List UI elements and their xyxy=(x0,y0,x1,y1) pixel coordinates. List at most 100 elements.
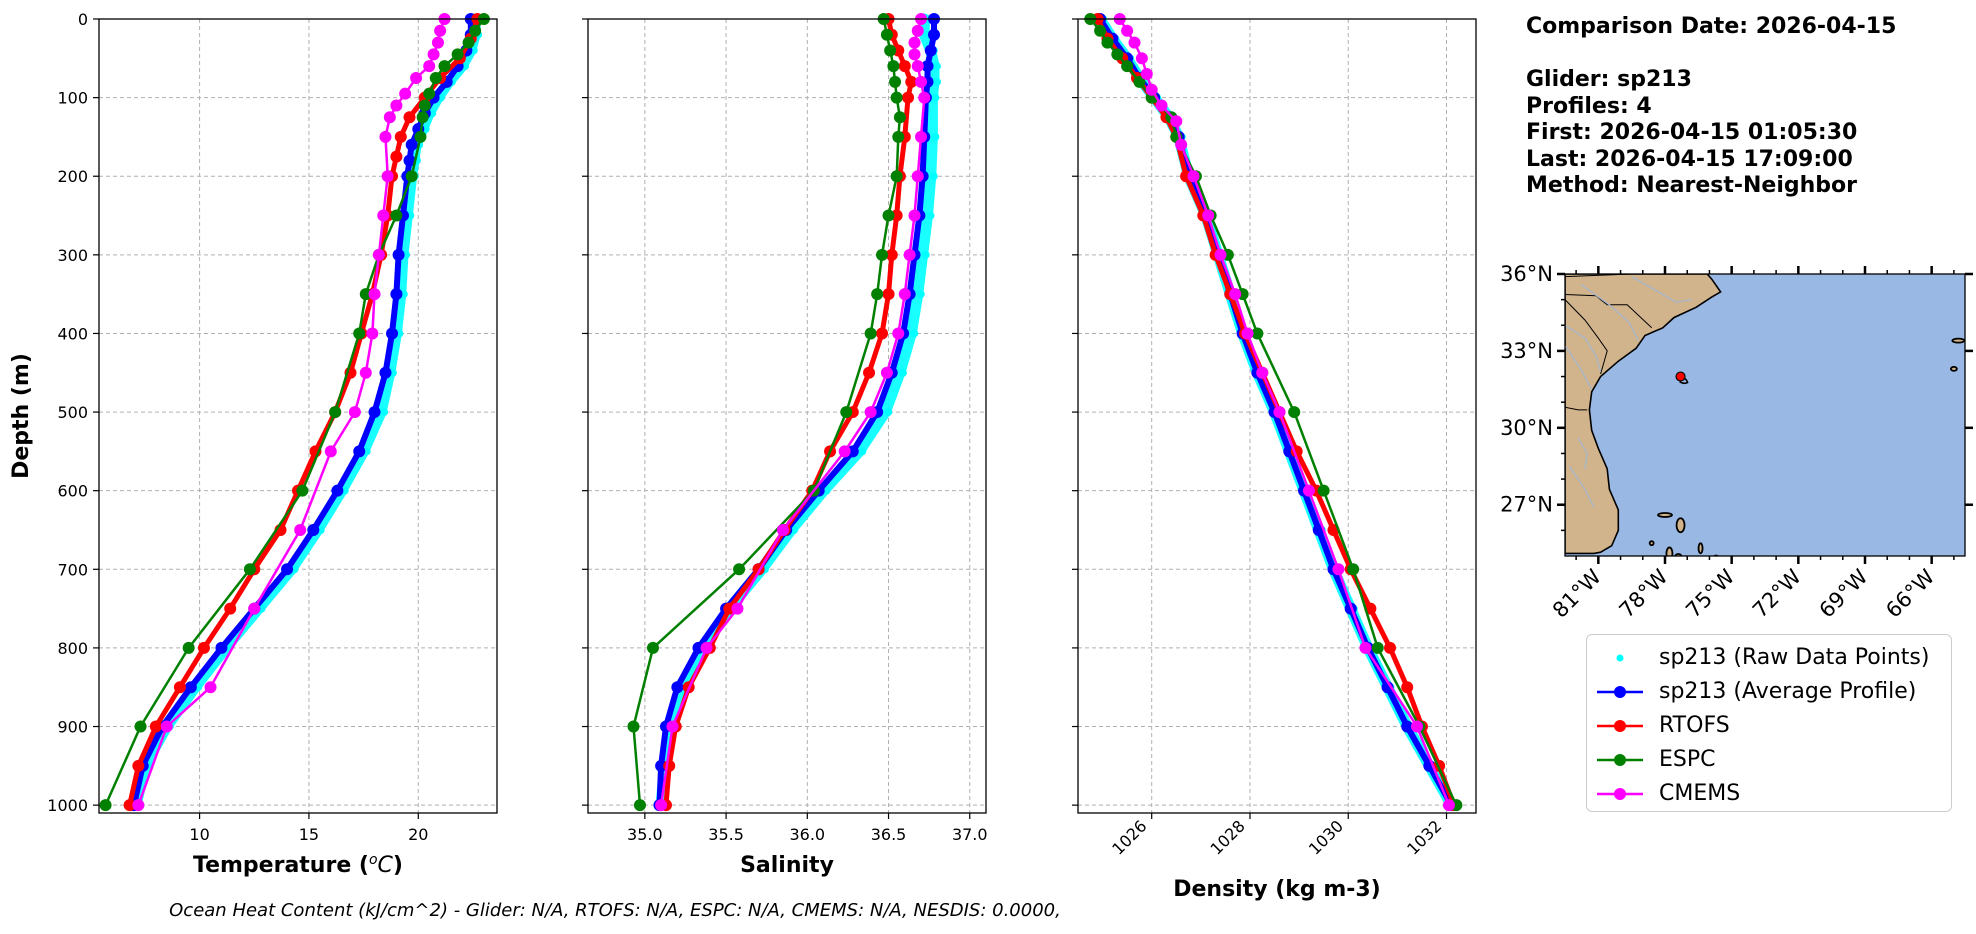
longitude-tick-label: 69°W xyxy=(1815,564,1873,622)
legend-label-cmems: CMEMS xyxy=(1659,781,1741,806)
y-tick-label: 800 xyxy=(57,639,88,658)
legend-marker xyxy=(1616,654,1624,662)
series-cmems xyxy=(132,13,451,812)
average-profile-point xyxy=(368,406,381,419)
panel-frame xyxy=(587,18,987,814)
model-profile-point xyxy=(132,799,145,812)
model-profile-point xyxy=(871,288,884,301)
x-tick-label: 36.0 xyxy=(789,825,825,844)
model-profile-point xyxy=(893,111,906,124)
model-profile-point xyxy=(627,720,640,733)
model-profile-point xyxy=(882,288,895,301)
model-profile-point xyxy=(1241,327,1254,340)
island xyxy=(1949,365,1958,372)
model-profile-point xyxy=(377,209,390,222)
y-tick-label: 400 xyxy=(57,324,88,343)
model-profile-point xyxy=(666,720,679,733)
average-profile-point xyxy=(307,523,320,536)
x-tick-label: 1026 xyxy=(1108,816,1150,858)
average-profile-point xyxy=(353,445,366,458)
x-tick-label: 35.0 xyxy=(627,825,663,844)
model-profile-point xyxy=(1384,641,1397,654)
model-profile-point xyxy=(1251,327,1264,340)
model-profile-point xyxy=(1145,83,1158,96)
legend-marker xyxy=(1614,754,1626,766)
latitude-tick-label: 36°N xyxy=(1500,262,1553,286)
model-profile-point xyxy=(915,130,928,143)
longitude-tick-label: 78°W xyxy=(1615,564,1673,622)
average-profile-point xyxy=(281,563,294,576)
glider-location-map: 36°N 33°N 30°N 27°N 81°W 78°W 75°W 72°W 69°W 66°W xyxy=(1500,262,1973,623)
average-profile-point xyxy=(1401,720,1414,733)
y-tick-label: 100 xyxy=(57,89,88,108)
island xyxy=(1648,540,1655,547)
model-profile-point xyxy=(383,111,396,124)
raw-data-point xyxy=(926,211,935,220)
model-profile-point xyxy=(884,44,897,57)
glider-name: Glider: sp213 xyxy=(1526,67,1692,92)
model-profile-point xyxy=(296,484,309,497)
model-profile-point xyxy=(390,209,403,222)
model-profile-point xyxy=(864,327,877,340)
model-profile-point xyxy=(1155,99,1168,112)
series-espc xyxy=(627,13,906,812)
y-axis-label: Depth (m) xyxy=(9,353,34,479)
model-profile-point xyxy=(403,111,416,124)
legend-item-average: sp213 (Average Profile) xyxy=(1587,675,1951,709)
average-profile-point xyxy=(924,44,937,57)
y-tick-label: 600 xyxy=(57,482,88,501)
model-profile-point xyxy=(1371,641,1384,654)
model-profile-point xyxy=(700,641,713,654)
model-profile-point xyxy=(1128,36,1141,49)
model-profile-point xyxy=(429,71,442,84)
island xyxy=(1675,517,1686,534)
model-profile-point xyxy=(1442,799,1455,812)
raw-data-point xyxy=(822,486,831,495)
longitude-tick-label: 81°W xyxy=(1548,564,1606,622)
model-profile-point xyxy=(908,48,921,61)
x-axis-label-text: Temperature ( xyxy=(193,853,369,878)
model-profile-point xyxy=(890,170,903,183)
model-profile-point xyxy=(359,366,372,379)
x-axis-label: Temperature (oC) xyxy=(193,852,403,878)
x-tick-label: 35.5 xyxy=(708,825,744,844)
average-profile-point xyxy=(928,28,941,41)
x-tick-label: 20 xyxy=(408,825,428,844)
model-profile-point xyxy=(880,28,893,41)
model-profile-point xyxy=(1288,406,1301,419)
series-cmems xyxy=(655,13,931,812)
first-profile-time: First: 2026-04-15 01:05:30 xyxy=(1526,120,1858,145)
longitude-tick-label: 72°W xyxy=(1748,564,1806,622)
model-profile-point xyxy=(431,36,444,49)
model-profile-point xyxy=(838,445,851,458)
model-profile-point xyxy=(1135,52,1148,65)
y-tick-label: 300 xyxy=(57,246,88,265)
model-profile-point xyxy=(224,602,237,615)
river xyxy=(1631,275,1692,303)
river xyxy=(1565,345,1593,390)
river xyxy=(1568,465,1595,508)
model-profile-point xyxy=(890,91,903,104)
legend-item-cmems: CMEMS xyxy=(1587,777,1951,811)
model-profile-point xyxy=(898,288,911,301)
model-profile-point xyxy=(1094,24,1107,37)
model-profile-point xyxy=(1401,681,1414,694)
legend-marker xyxy=(1614,788,1626,800)
panel-frame xyxy=(98,18,498,814)
model-profile-point xyxy=(1187,170,1200,183)
raw-data-point xyxy=(921,250,930,259)
legend-label-espc: ESPC xyxy=(1659,747,1716,772)
model-profile-point xyxy=(1202,209,1215,222)
model-profile-point xyxy=(885,248,898,261)
raw-data-point xyxy=(898,368,907,377)
average-profile-point xyxy=(921,60,934,73)
model-profile-point xyxy=(123,799,136,812)
model-profile-point xyxy=(99,799,112,812)
raw-data-point xyxy=(884,408,893,417)
model-profile-point xyxy=(248,602,261,615)
model-profile-point xyxy=(134,720,147,733)
x-tick-label: 1028 xyxy=(1207,816,1249,858)
average-profile-point xyxy=(386,327,399,340)
model-profile-point xyxy=(733,563,746,576)
